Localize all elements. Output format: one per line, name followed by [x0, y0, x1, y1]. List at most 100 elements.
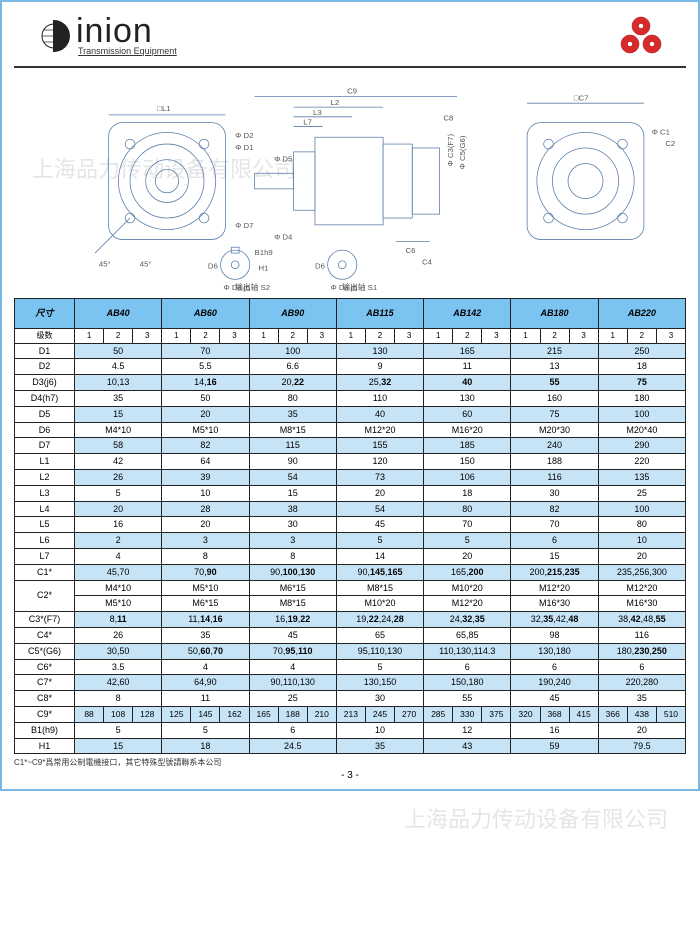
data-cell: 180,230,250 — [598, 643, 685, 659]
row-label: L4 — [15, 501, 75, 517]
data-cell: 20 — [336, 485, 423, 501]
stage-cell: 3 — [569, 329, 598, 344]
stage-cell: 2 — [540, 329, 569, 344]
stage-cell: 1 — [75, 329, 104, 344]
data-cell: 45 — [249, 627, 336, 643]
data-cell: 415 — [569, 706, 598, 722]
stage-cell: 1 — [598, 329, 627, 344]
svg-text:Φ C3(F7): Φ C3(F7) — [446, 134, 455, 167]
data-cell: 245 — [365, 706, 394, 722]
row-label: C7* — [15, 675, 75, 691]
brand-tagline: Transmission Equipment — [78, 46, 177, 56]
data-cell: 220,280 — [598, 675, 685, 691]
row-label: L6 — [15, 533, 75, 549]
row-label: L1 — [15, 454, 75, 470]
svg-text:C4: C4 — [422, 258, 433, 267]
svg-text:□C7: □C7 — [574, 93, 589, 102]
data-cell: 150 — [424, 454, 511, 470]
data-cell: 270 — [395, 706, 424, 722]
data-cell: 165 — [249, 706, 278, 722]
data-cell: M6*15 — [249, 580, 336, 596]
data-cell: 20 — [162, 406, 249, 422]
data-cell: M20*40 — [598, 422, 685, 438]
data-cell: 65,85 — [424, 627, 511, 643]
data-cell: 80 — [598, 517, 685, 533]
data-cell: 215 — [511, 343, 598, 359]
svg-text:Φ D5: Φ D5 — [274, 155, 292, 164]
data-cell: 30 — [511, 485, 598, 501]
data-cell: 54 — [336, 501, 423, 517]
page-header: inion Transmission Equipment — [14, 10, 686, 68]
stage-cell: 1 — [249, 329, 278, 344]
data-cell: 100 — [598, 406, 685, 422]
row-label: D3(j6) — [15, 375, 75, 391]
data-cell: M20*30 — [511, 422, 598, 438]
data-cell: 10 — [598, 533, 685, 549]
col-model: AB40 — [75, 299, 162, 329]
data-cell: 98 — [511, 627, 598, 643]
data-cell: 6.6 — [249, 359, 336, 375]
data-cell: 5 — [424, 533, 511, 549]
svg-text:C6: C6 — [405, 246, 415, 255]
data-cell: M5*10 — [162, 422, 249, 438]
data-cell: 8 — [75, 691, 162, 707]
data-cell: 240 — [511, 438, 598, 454]
data-cell: 75 — [598, 375, 685, 391]
svg-text:C8: C8 — [443, 114, 453, 123]
data-cell: 130,150 — [336, 675, 423, 691]
row-label: D6 — [15, 422, 75, 438]
data-cell: 35 — [336, 738, 423, 754]
data-cell: 438 — [627, 706, 656, 722]
data-cell: M8*15 — [249, 422, 336, 438]
row-label: B1(h9) — [15, 722, 75, 738]
data-cell: 100 — [249, 343, 336, 359]
data-cell: 35 — [249, 406, 336, 422]
data-cell: 14,16 — [162, 375, 249, 391]
row-label: C6* — [15, 659, 75, 675]
data-cell: 130,180 — [511, 643, 598, 659]
data-cell: 135 — [598, 469, 685, 485]
data-cell: 110 — [336, 390, 423, 406]
data-cell: 60 — [424, 406, 511, 422]
row-label: C2* — [15, 580, 75, 612]
data-cell: 18 — [424, 485, 511, 501]
data-cell: 39 — [162, 469, 249, 485]
stage-cell: 2 — [453, 329, 482, 344]
shaft-s2-label: 输出轴 S2 — [235, 282, 270, 292]
data-cell: 108 — [104, 706, 133, 722]
stage-cell: 3 — [307, 329, 336, 344]
data-cell: 35 — [162, 627, 249, 643]
data-cell: 5 — [336, 659, 423, 675]
data-cell: 30 — [336, 691, 423, 707]
data-cell: 145 — [191, 706, 220, 722]
data-cell: 5 — [75, 722, 162, 738]
stage-cell: 1 — [511, 329, 540, 344]
data-cell: 2 — [75, 533, 162, 549]
row-label: L2 — [15, 469, 75, 485]
data-cell: 18 — [598, 359, 685, 375]
data-cell: 90,145,165 — [336, 564, 423, 580]
data-cell: 35 — [598, 691, 685, 707]
svg-text:45°: 45° — [140, 260, 152, 269]
row-label: L5 — [15, 517, 75, 533]
col-size: 尺寸 — [15, 299, 75, 329]
data-cell: 75 — [511, 406, 598, 422]
data-cell: 90,100,130 — [249, 564, 336, 580]
data-cell: 95,110,130 — [336, 643, 423, 659]
data-cell: M6*15 — [162, 596, 249, 612]
data-cell: 220 — [598, 454, 685, 470]
data-cell: M8*15 — [249, 596, 336, 612]
data-cell: 45 — [336, 517, 423, 533]
data-cell: 50 — [75, 343, 162, 359]
data-cell: 165,200 — [424, 564, 511, 580]
data-cell: 6 — [511, 533, 598, 549]
data-cell: 43 — [424, 738, 511, 754]
data-cell: 55 — [424, 691, 511, 707]
data-cell: 45 — [511, 691, 598, 707]
data-cell: 4 — [75, 548, 162, 564]
data-cell: 15 — [249, 485, 336, 501]
data-cell: 8 — [249, 548, 336, 564]
data-cell: 116 — [511, 469, 598, 485]
stage-cell: 3 — [220, 329, 249, 344]
data-cell: 4 — [162, 659, 249, 675]
